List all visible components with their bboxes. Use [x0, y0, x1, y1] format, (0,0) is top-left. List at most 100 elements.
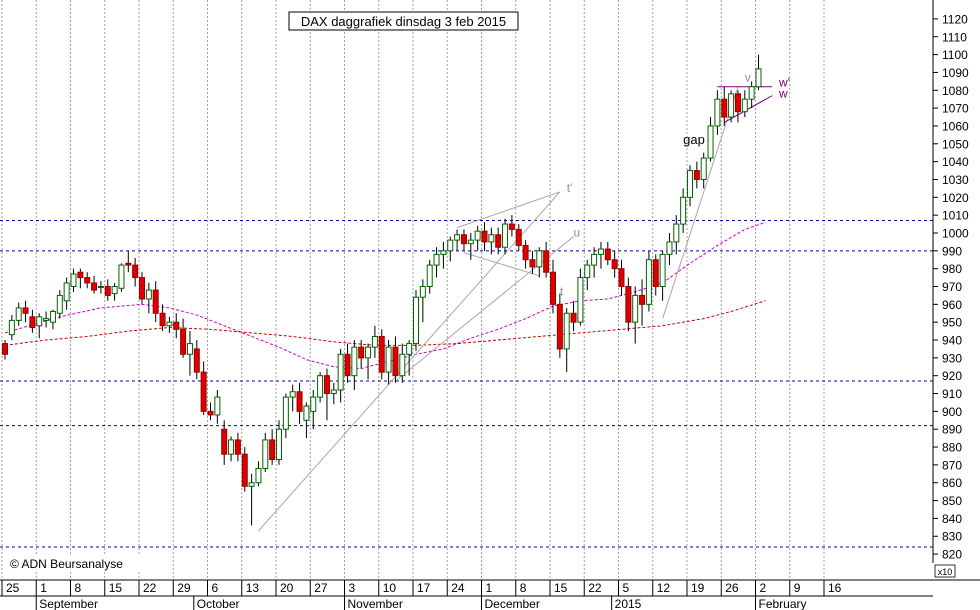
- x-day-label: 12: [657, 581, 671, 595]
- candle-body: [755, 68, 762, 88]
- candle-body: [351, 346, 358, 377]
- candle: [70, 268, 77, 292]
- candle-body: [378, 335, 385, 373]
- trendline: [463, 252, 540, 277]
- y-tick-label: 1090: [942, 66, 969, 80]
- y-tick-label: 900: [942, 405, 962, 419]
- x-day-label: 26: [725, 581, 739, 595]
- candle: [673, 215, 680, 255]
- y-tick-label: 1080: [942, 84, 969, 98]
- candle-body: [173, 321, 180, 330]
- x-day-label: 19: [691, 581, 705, 595]
- candles: [2, 54, 762, 526]
- candle-body: [447, 239, 454, 252]
- y-tick-label: 1020: [942, 191, 969, 205]
- chart-title-box: DAX daggrafiek dinsdag 3 feb 2015: [288, 11, 519, 31]
- y-tick-label: 1060: [942, 119, 969, 133]
- candle-body: [632, 294, 639, 323]
- candle-body: [604, 248, 611, 261]
- candle: [152, 281, 159, 323]
- candle: [371, 325, 378, 358]
- candle: [378, 329, 385, 380]
- candle-body: [276, 428, 282, 461]
- candle: [652, 254, 659, 296]
- candle-body: [639, 294, 646, 305]
- candle: [570, 300, 577, 332]
- y-tick-label: 920: [942, 369, 962, 383]
- annotations: gap t' u t v w'w: [560, 70, 790, 298]
- candle-body: [728, 93, 735, 118]
- candle: [687, 165, 693, 207]
- candle: [419, 279, 426, 323]
- candle: [118, 263, 125, 292]
- candle-body: [214, 396, 221, 416]
- candle: [611, 250, 618, 278]
- candle-body: [584, 264, 591, 279]
- candle: [399, 343, 406, 383]
- candle-body: [8, 319, 15, 336]
- candle: [303, 402, 310, 439]
- y-tick-label: 1040: [942, 155, 969, 169]
- candle-body: [454, 234, 461, 241]
- candle: [214, 389, 221, 424]
- candle: [515, 224, 522, 251]
- y-tick-label: 990: [942, 244, 962, 258]
- y-tick-label: 890: [942, 423, 962, 437]
- x-month-label: September: [39, 597, 98, 610]
- candle-body: [721, 98, 728, 118]
- candle: [104, 279, 111, 301]
- candle: [481, 222, 488, 251]
- candle-body: [734, 93, 741, 113]
- candle: [166, 316, 173, 333]
- candle-body: [207, 410, 214, 416]
- candle-body: [323, 375, 330, 395]
- candle: [584, 259, 591, 291]
- candle-body: [241, 453, 248, 487]
- candle-body: [43, 318, 50, 321]
- candle-body: [77, 271, 84, 279]
- candle-body: [289, 391, 296, 398]
- candle-body: [186, 343, 193, 355]
- candle-body: [413, 296, 419, 345]
- candle-body: [536, 250, 543, 268]
- y-tick-label: 850: [942, 494, 962, 508]
- candle-body: [200, 371, 207, 412]
- candle: [262, 432, 269, 473]
- x-month-label: October: [197, 597, 240, 610]
- candle-body: [152, 289, 159, 314]
- x-day-label: 15: [109, 581, 123, 595]
- y-tick-label: 950: [942, 316, 962, 330]
- candle: [111, 282, 118, 301]
- candle-body: [159, 312, 166, 327]
- candle: [433, 247, 440, 278]
- trendline: [662, 86, 739, 319]
- candle-body: [139, 277, 145, 300]
- x-day-label: 15: [554, 581, 568, 595]
- candle: [426, 259, 433, 294]
- candle: [488, 227, 495, 255]
- y-tick-label: 820: [942, 548, 962, 562]
- x-day-label: 5: [623, 581, 630, 595]
- candle: [645, 250, 652, 312]
- candle-body: [70, 273, 77, 288]
- candle: [145, 282, 152, 314]
- candle-body: [577, 277, 584, 323]
- price-axis: 820 830 840 850 860 870 880 890 900 910 920 930 940 9…: [933, 12, 969, 562]
- candle-body: [344, 353, 351, 377]
- candle-body: [680, 196, 687, 225]
- annotation-label: t: [560, 284, 564, 298]
- candle: [529, 250, 536, 275]
- y-tick-label: 1120: [942, 12, 968, 26]
- candle-body: [495, 234, 502, 248]
- y-tick-label: 1070: [942, 102, 969, 116]
- annotation-label: w': [778, 76, 790, 90]
- candle: [221, 420, 228, 465]
- candle: [563, 307, 570, 373]
- candle-body: [714, 98, 721, 127]
- x-day-label: 20: [280, 581, 294, 595]
- candle-body: [118, 264, 125, 289]
- x-day-label: 1: [486, 581, 493, 595]
- x-day-label: 9: [794, 581, 801, 595]
